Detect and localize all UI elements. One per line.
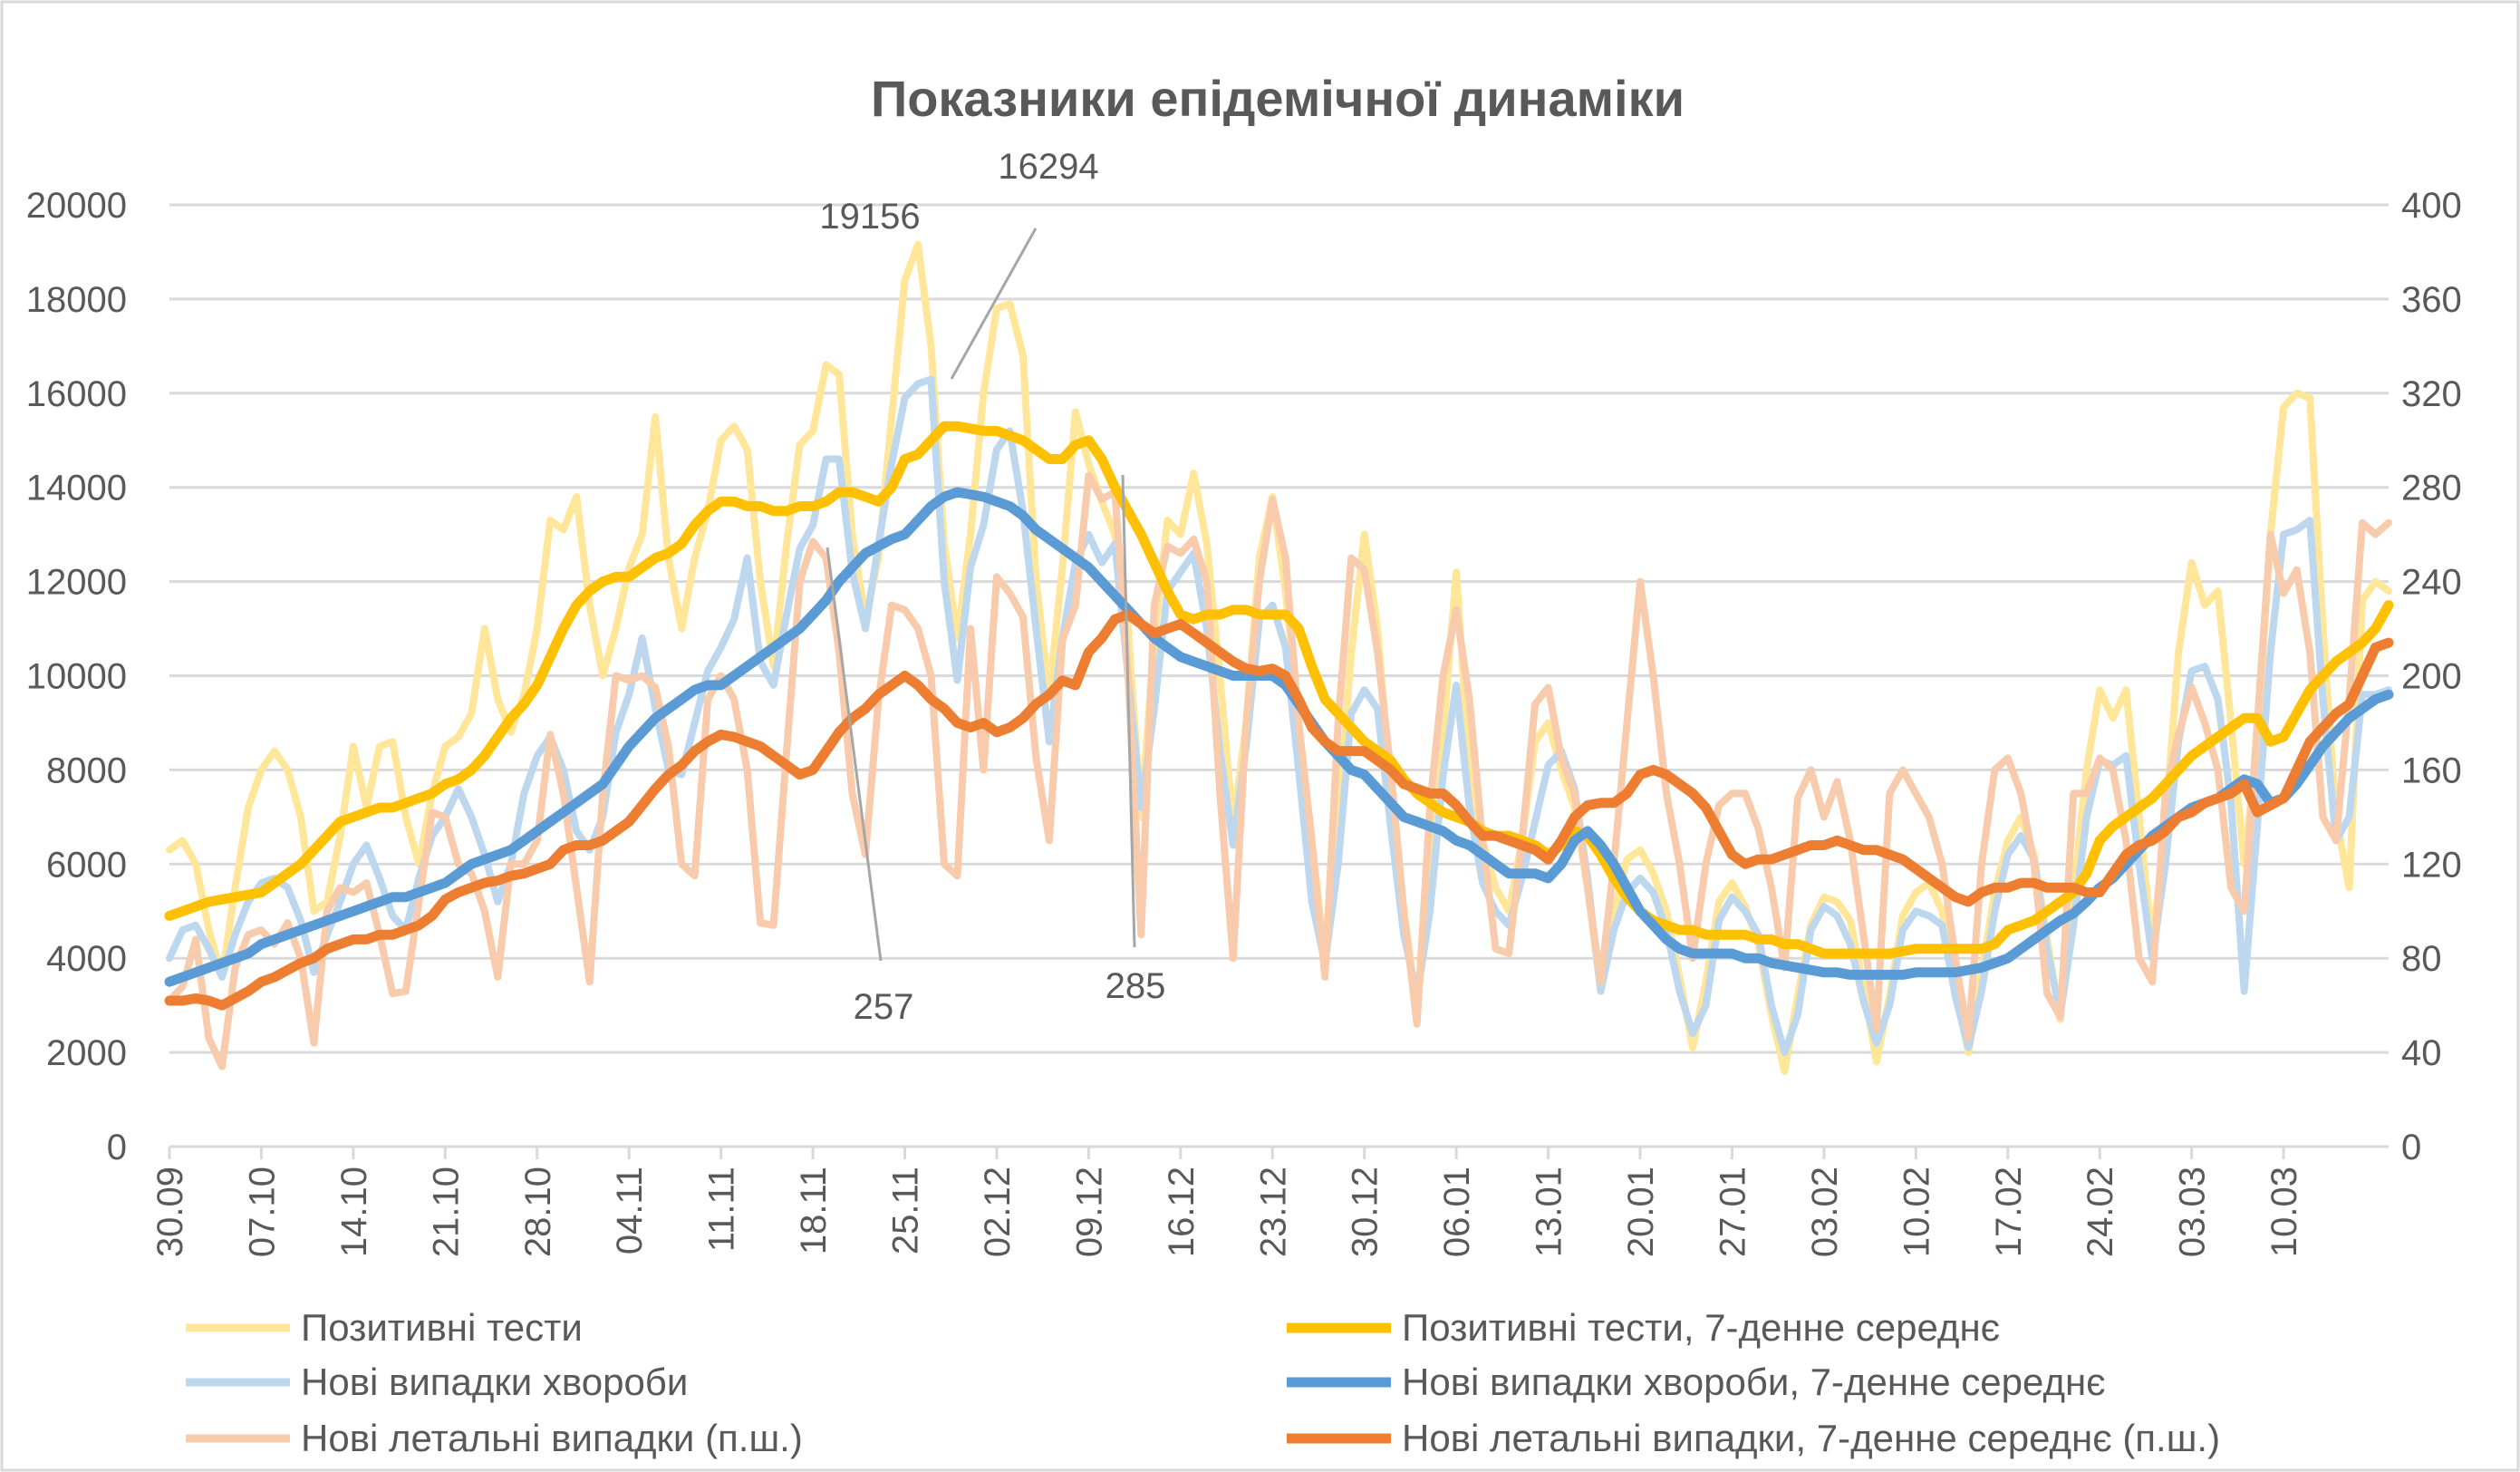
legend-label: Нові випадки хвороби — [301, 1361, 688, 1403]
y-tick-label: 14000 — [26, 469, 127, 508]
y-tick-label: 18000 — [26, 280, 127, 320]
annotation-leader-257 — [826, 547, 883, 962]
y-axis-right: 0 40 80 120 160 200 240 280 320 360 400 — [2401, 186, 2462, 1167]
y-tick-label: 4000 — [46, 939, 127, 979]
x-tick-label: 18.11 — [794, 1167, 834, 1254]
x-tick-label: 13.01 — [1530, 1167, 1569, 1257]
x-axis: 30.09 07.10 14.10 21.10 28.10 04.11 11.11 18.11… — [150, 1145, 2389, 1257]
x-tick-label: 02.12 — [978, 1167, 1018, 1257]
y2-tick-label: 160 — [2401, 751, 2462, 790]
y-tick-label: 6000 — [46, 845, 127, 885]
y2-tick-label: 40 — [2401, 1033, 2442, 1073]
legend-label: Нові летальні випадки, 7-денне середнє (… — [1402, 1417, 2220, 1459]
x-tick-label: 21.10 — [426, 1167, 466, 1257]
series-line-5 — [164, 609, 2394, 1011]
x-tick-label: 10.03 — [2264, 1167, 2304, 1257]
y2-tick-label: 360 — [2401, 280, 2462, 320]
y-tick-label: 16000 — [26, 374, 127, 414]
x-tick-label: 27.01 — [1713, 1167, 1752, 1257]
x-tick-label: 20.01 — [1621, 1167, 1661, 1257]
legend-label: Нові летальні випадки (п.ш.) — [301, 1417, 803, 1459]
y-tick-label: 8000 — [46, 751, 127, 790]
x-tick-label: 28.10 — [518, 1167, 558, 1257]
annotation-285: 285 — [1106, 966, 1166, 1006]
x-tick-label: 11.11 — [702, 1167, 742, 1252]
x-tick-label: 04.11 — [610, 1167, 650, 1254]
series-line-3 — [164, 487, 2394, 987]
y2-tick-label: 320 — [2401, 374, 2462, 414]
x-tick-label: 03.02 — [1805, 1167, 1845, 1257]
y-tick-label: 20000 — [26, 186, 127, 226]
y2-tick-label: 240 — [2401, 563, 2462, 603]
annotation-257: 257 — [854, 987, 914, 1027]
x-tick-label: 17.02 — [1989, 1167, 2029, 1257]
legend: Позитивні тести Позитивні тести, 7-денне … — [186, 1306, 2220, 1459]
annotation-16294: 16294 — [998, 147, 1098, 187]
series-line-2 — [166, 375, 2392, 1057]
y2-tick-label: 0 — [2401, 1128, 2421, 1167]
x-tick-label: 30.09 — [150, 1167, 190, 1257]
x-tick-label: 14.10 — [334, 1167, 374, 1257]
series-lines — [164, 240, 2394, 1075]
x-tick-label: 07.10 — [242, 1167, 282, 1257]
annotation-leader-16294 — [950, 228, 1038, 380]
y-tick-label: 0 — [107, 1128, 127, 1167]
x-tick-label: 24.02 — [2081, 1167, 2120, 1257]
y2-tick-label: 120 — [2401, 845, 2462, 885]
y2-tick-label: 400 — [2401, 186, 2462, 226]
annotations: 19156 16294 257 285 — [819, 147, 1165, 1027]
series-line-4 — [166, 471, 2392, 1070]
x-tick-label: 25.11 — [886, 1167, 926, 1254]
annotation-19156: 19156 — [819, 197, 920, 237]
x-tick-label: 03.03 — [2173, 1167, 2213, 1257]
y-tick-label: 12000 — [26, 563, 127, 603]
annotation-leader-285 — [1121, 474, 1136, 948]
y-tick-label: 2000 — [46, 1033, 127, 1073]
legend-label: Позитивні тести, 7-денне середнє — [1402, 1306, 2000, 1349]
legend-label: Позитивні тести — [301, 1306, 583, 1349]
x-tick-label: 16.12 — [1162, 1167, 1202, 1257]
y2-tick-label: 280 — [2401, 469, 2462, 508]
legend-label: Нові випадки хвороби, 7-денне середнє — [1402, 1361, 2106, 1403]
y2-tick-label: 200 — [2401, 657, 2462, 697]
gridlines — [169, 203, 2389, 1054]
x-tick-label: 06.01 — [1437, 1167, 1477, 1257]
y-axis-left: 0 2000 4000 6000 8000 10000 12000 14000 16000 180… — [26, 186, 127, 1167]
series-line-1 — [164, 421, 2394, 959]
x-tick-label: 30.12 — [1346, 1167, 1386, 1257]
y2-tick-label: 80 — [2401, 939, 2442, 979]
x-tick-label: 10.02 — [1897, 1167, 1936, 1257]
chart-title: Показники епідемічної динаміки — [871, 70, 1685, 127]
y-tick-label: 10000 — [26, 657, 127, 697]
x-tick-label: 09.12 — [1069, 1167, 1109, 1257]
x-tick-label: 23.12 — [1253, 1167, 1293, 1257]
